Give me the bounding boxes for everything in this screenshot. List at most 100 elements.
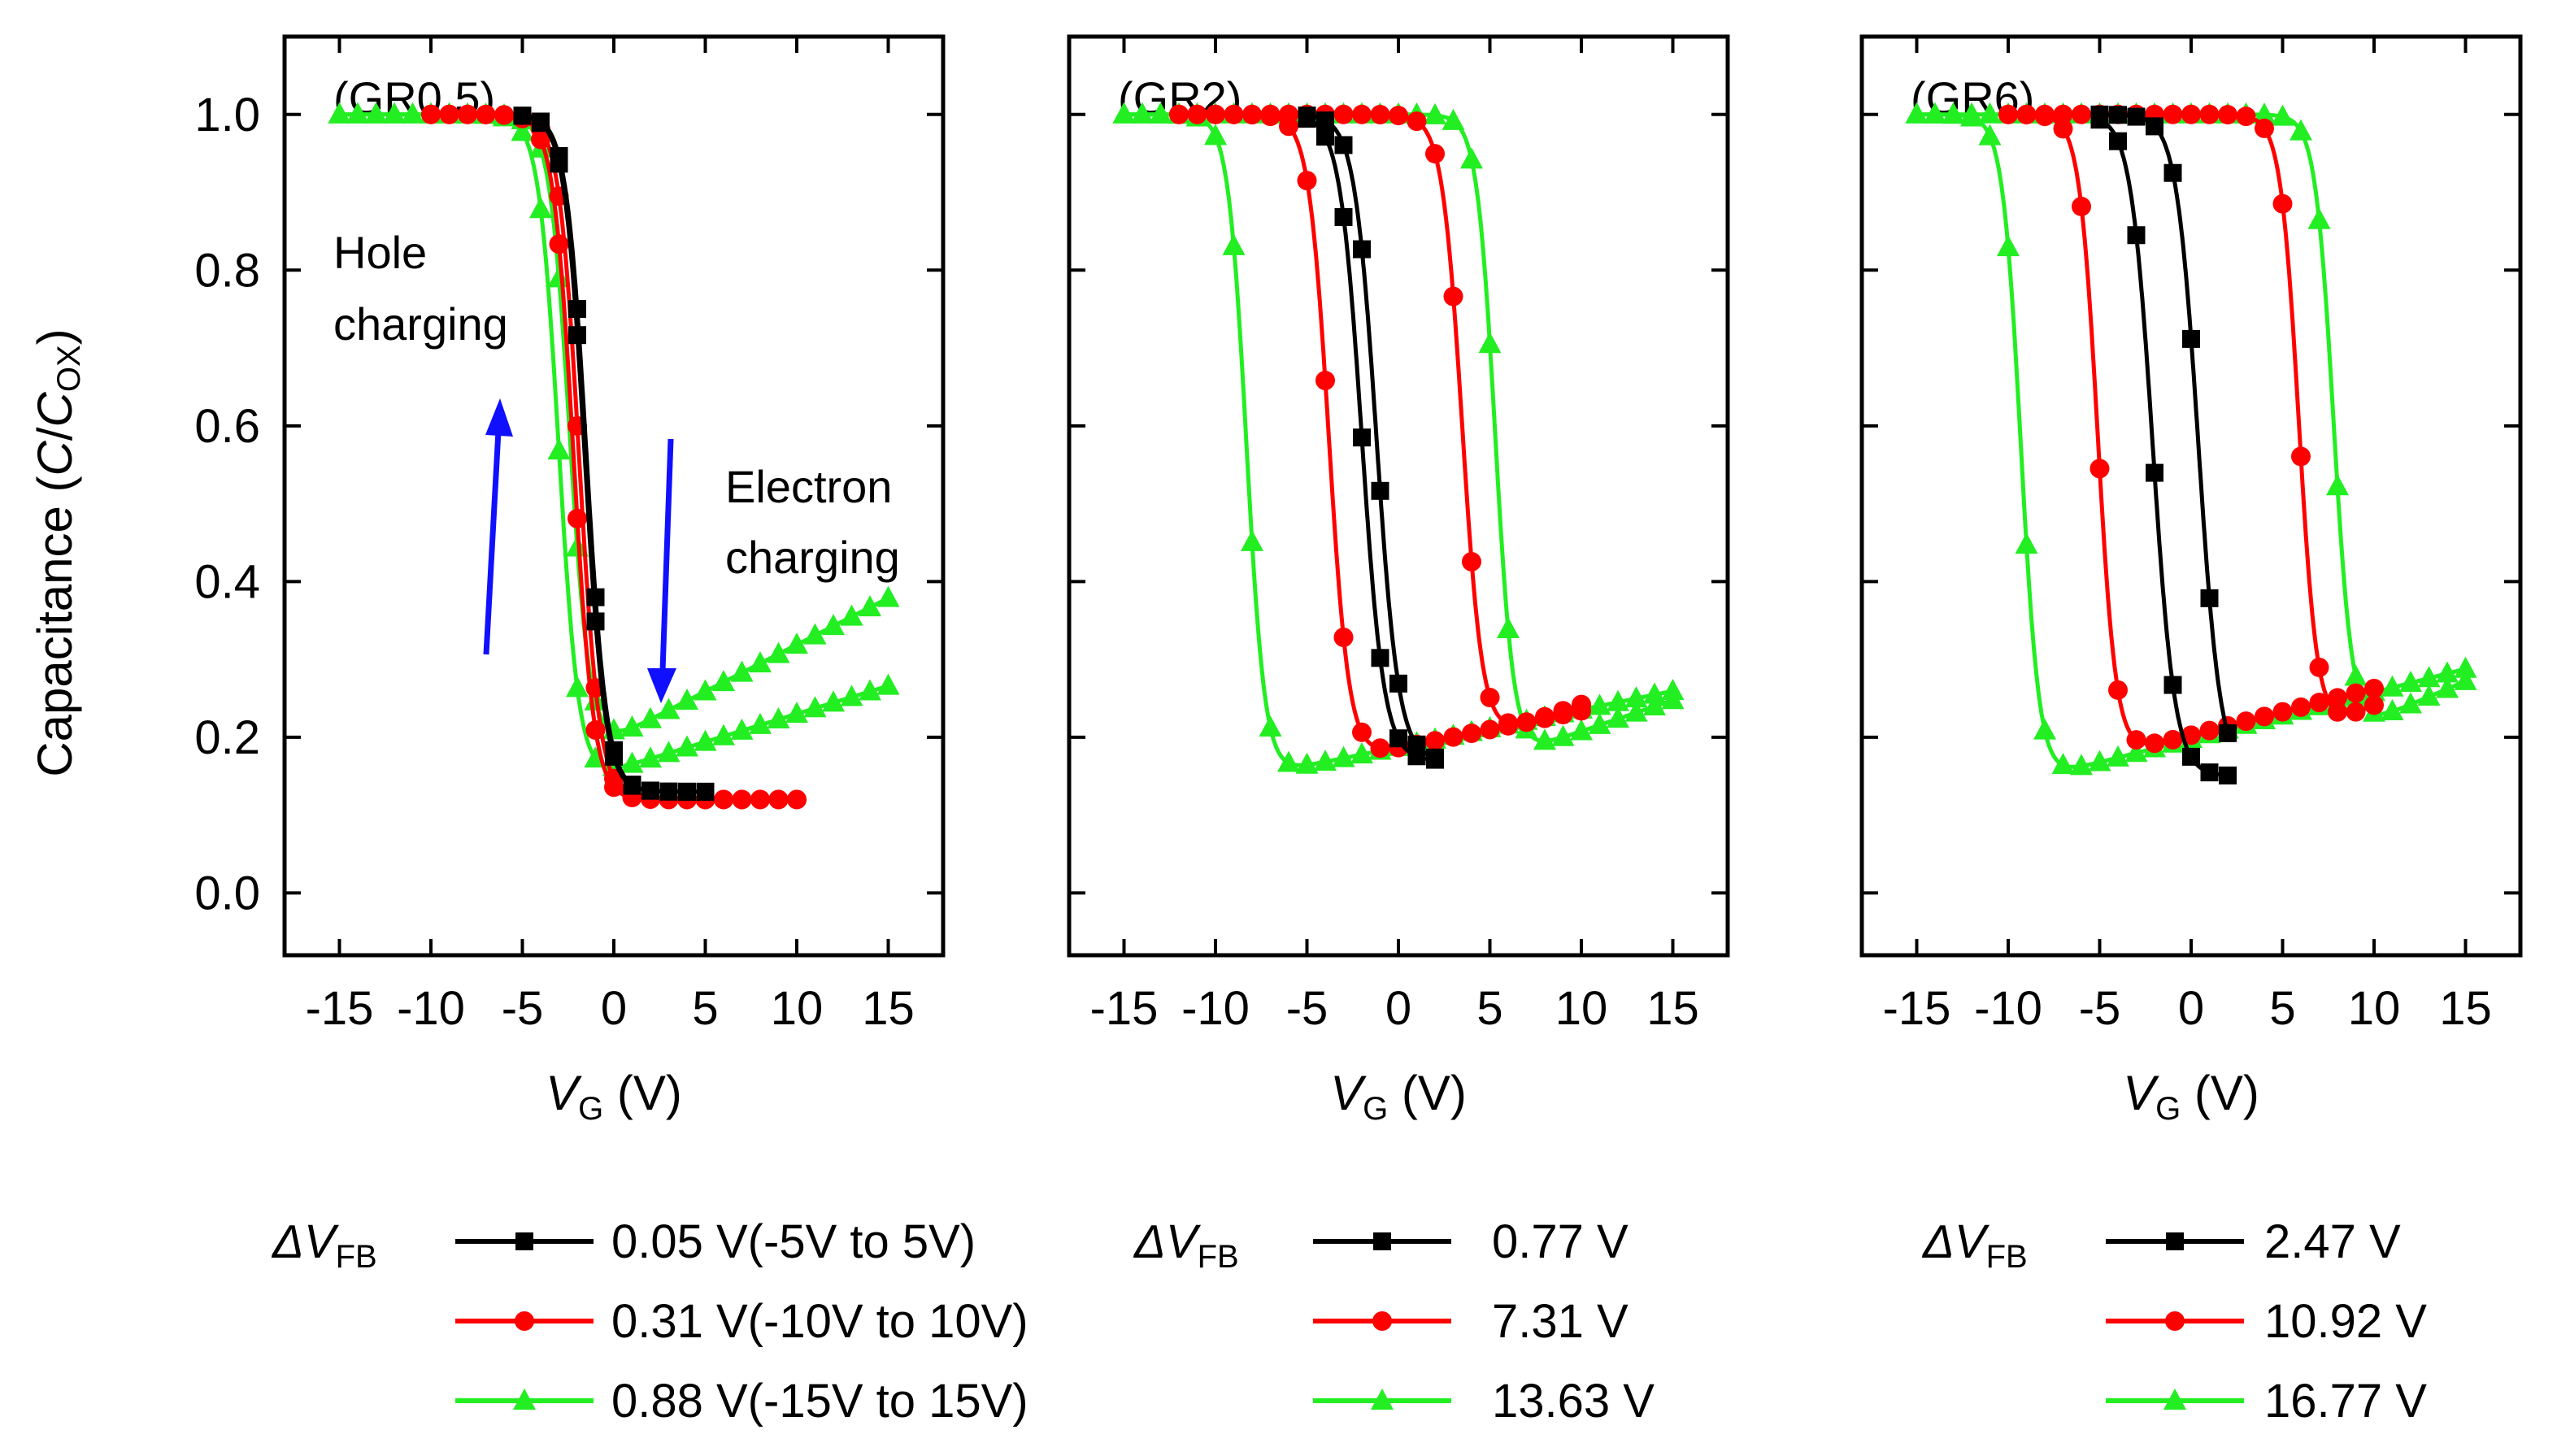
data-point	[2255, 118, 2274, 138]
data-point	[1187, 104, 1207, 124]
series-line-reverse	[339, 112, 889, 770]
data-point	[547, 438, 571, 460]
data-point	[1389, 729, 1407, 748]
data-point	[2271, 104, 2294, 126]
data-point	[2309, 693, 2329, 713]
x-tick-label: -5	[1286, 982, 1328, 1035]
y-tick-label: 0.0	[194, 867, 260, 919]
data-point	[1224, 104, 1244, 124]
series-square	[1298, 106, 1444, 769]
data-point	[1315, 371, 1335, 391]
data-point	[2307, 207, 2331, 229]
series-line-reverse	[1916, 112, 2467, 769]
data-point	[678, 782, 696, 801]
data-point	[1222, 233, 1246, 255]
data-point	[657, 698, 681, 719]
data-point	[2253, 102, 2276, 124]
x-axis-label: VG (V)	[1330, 1066, 1467, 1127]
series-square	[2090, 105, 2237, 785]
x-tick-label: -15	[1090, 982, 1159, 1035]
data-point	[2399, 671, 2422, 693]
data-point	[1570, 719, 1593, 741]
x-tick-label: 0	[2178, 982, 2204, 1035]
data-point	[1389, 674, 1407, 693]
data-point	[1131, 102, 1154, 124]
legend-marker	[513, 1389, 536, 1410]
y-tick-label: 0.2	[194, 711, 260, 764]
data-point	[1588, 712, 1611, 734]
data-point	[1371, 649, 1389, 667]
data-point	[2326, 474, 2349, 496]
data-point	[2127, 226, 2146, 245]
series-square	[513, 106, 715, 801]
data-point	[586, 588, 605, 606]
data-point	[2163, 104, 2183, 124]
data-point	[1371, 481, 1389, 500]
data-point	[1960, 105, 1983, 127]
data-point	[2381, 675, 2404, 697]
data-point	[2107, 745, 2129, 767]
data-point	[401, 102, 424, 124]
data-point	[2436, 676, 2459, 698]
data-point	[529, 197, 552, 219]
data-point	[714, 789, 733, 810]
data-point	[1478, 332, 1502, 354]
data-point	[730, 718, 754, 740]
data-point	[1535, 708, 1555, 728]
data-point	[1260, 106, 1281, 127]
data-point	[2053, 119, 2073, 139]
data-point	[1533, 728, 1556, 750]
electron-label-line1: Electron	[725, 461, 892, 512]
data-point	[1277, 750, 1300, 772]
data-point	[1643, 682, 1666, 704]
data-point	[1497, 617, 1520, 639]
data-point	[439, 104, 459, 124]
data-point	[605, 747, 623, 766]
legend-marker	[2166, 1232, 2184, 1250]
legends: ΔVFB 0.05 V(-5V to 5V) 0.31 V(-10V to 10V)…	[271, 1215, 2427, 1428]
x-tick-label: -10	[1974, 982, 2042, 1035]
legend-title: ΔVFB	[1921, 1215, 2028, 1275]
data-point	[1389, 106, 1408, 126]
panel-2: -15 -10 -5 0 5 10 15(GR2)VG (V)	[1067, 34, 1730, 1127]
data-point	[2381, 699, 2404, 721]
data-point	[2454, 668, 2477, 690]
data-point	[1112, 102, 1136, 124]
data-point	[2364, 695, 2384, 715]
x-tick-label: 0	[1385, 982, 1411, 1035]
series-line-forward	[1916, 112, 2467, 716]
data-point	[604, 777, 624, 798]
data-point	[549, 234, 569, 254]
plot-frame	[1067, 34, 1730, 958]
data-point	[876, 585, 900, 607]
data-point	[567, 508, 587, 528]
data-point	[494, 105, 514, 125]
data-point	[1370, 738, 1390, 758]
data-point	[1997, 235, 2020, 257]
data-point	[1407, 111, 1427, 132]
data-point	[803, 696, 827, 718]
panels: -15 -10 -5 0 5 10 150.00.20.40.60.81.0 (GR0.5)V…	[194, 34, 2523, 1127]
data-point	[1905, 102, 1929, 124]
electron-charging-annotation: Electron charging	[647, 438, 900, 703]
x-tick-label: -5	[2079, 982, 2121, 1035]
data-point	[1295, 752, 1319, 774]
data-point	[659, 782, 678, 801]
data-point	[1353, 428, 1371, 447]
panel-1: -15 -10 -5 0 5 10 150.00.20.40.60.81.0 (GR0.5)V…	[194, 34, 946, 1127]
series-line-forward	[1307, 113, 1436, 760]
data-point	[1424, 102, 1446, 124]
data-point	[531, 129, 550, 150]
data-point	[566, 676, 589, 698]
data-point	[550, 154, 568, 173]
legend-label: 0.88 V(-15V to 15V)	[611, 1375, 1028, 1428]
data-point	[712, 670, 735, 692]
y-tick-label: 0.8	[194, 244, 260, 297]
data-point	[639, 746, 662, 768]
legend-entry: 0.31 V(-10V to 10V)	[455, 1295, 1028, 1348]
data-point	[364, 102, 388, 124]
data-point	[732, 789, 752, 810]
series-line-forward	[339, 112, 889, 733]
data-point	[2163, 676, 2182, 694]
